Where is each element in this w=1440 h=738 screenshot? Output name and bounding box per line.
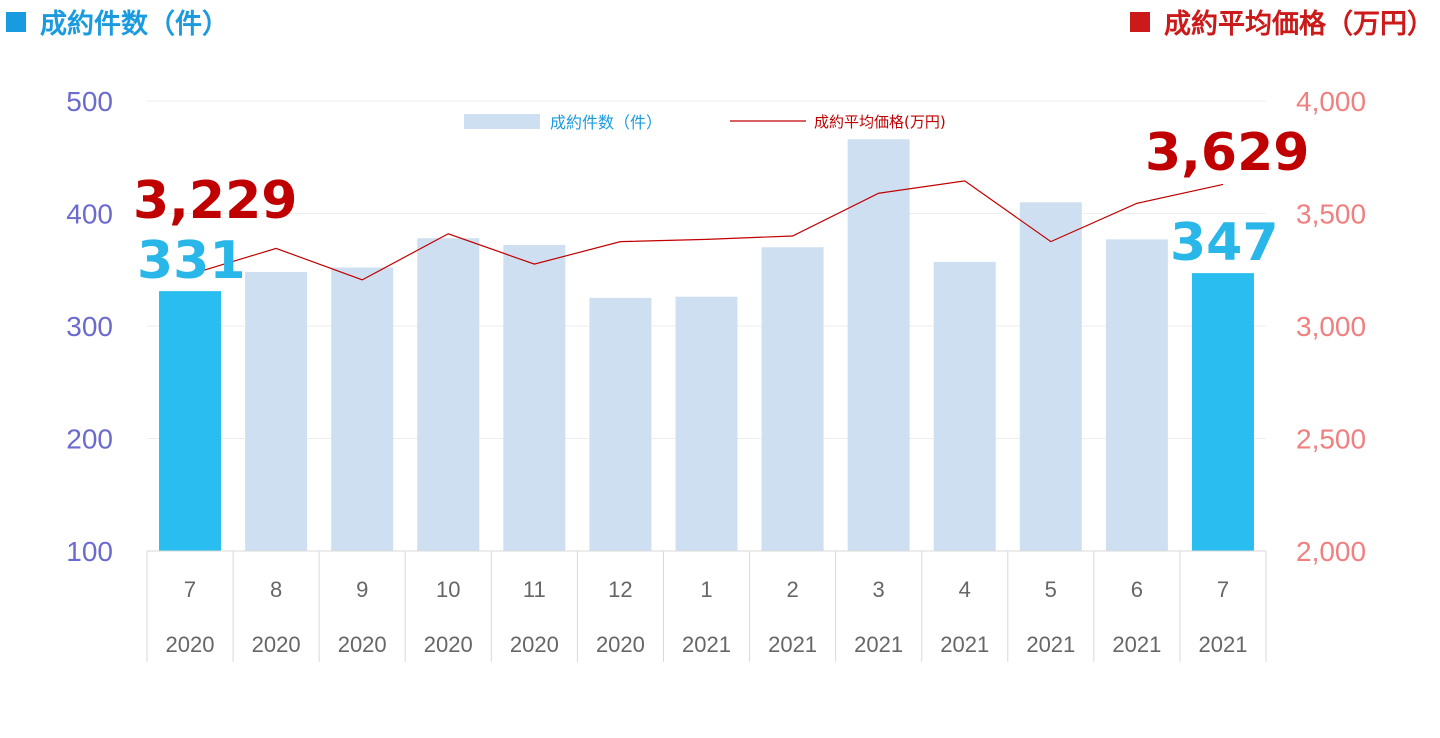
bar xyxy=(1105,239,1168,551)
year-label: 2020 xyxy=(252,632,301,657)
bar xyxy=(847,139,910,551)
month-label: 7 xyxy=(184,577,196,602)
bar xyxy=(761,247,824,551)
red-square-icon xyxy=(1130,12,1150,32)
start-price-label: 3,229 xyxy=(133,171,297,231)
month-label: 11 xyxy=(523,577,546,602)
month-label: 9 xyxy=(356,577,368,602)
x-axis-table: 7 2020 8 2020 9 2020 10 2020 11 2020 12 2020 1 2021 2 2… xyxy=(146,550,1267,662)
bar-series xyxy=(159,139,1254,551)
year-label: 2020 xyxy=(338,632,387,657)
right-tick-label: 2,500 xyxy=(1296,424,1366,455)
year-label: 2021 xyxy=(768,632,817,657)
bar xyxy=(417,238,480,551)
year-label: 2020 xyxy=(166,632,215,657)
start-count-label: 331 xyxy=(137,231,246,291)
year-label: 2020 xyxy=(596,632,645,657)
year-label: 2021 xyxy=(1026,632,1075,657)
bar xyxy=(159,291,222,551)
bar xyxy=(503,245,566,551)
left-axis-header: 成約件数（件） xyxy=(6,2,229,41)
year-label: 2020 xyxy=(510,632,559,657)
legend-line-label: 成約平均価格(万円) xyxy=(814,113,946,131)
left-tick-label: 200 xyxy=(66,424,113,455)
legend: 成約件数（件） 成約平均価格(万円) xyxy=(464,113,946,132)
year-label: 2021 xyxy=(940,632,989,657)
end-count-label: 347 xyxy=(1170,213,1279,273)
left-axis-header-text: 成約件数（件） xyxy=(40,9,229,40)
month-label: 3 xyxy=(873,577,885,602)
bar xyxy=(1019,202,1082,551)
bar xyxy=(1191,273,1254,551)
month-label: 12 xyxy=(608,577,632,602)
end-price-label: 3,629 xyxy=(1145,123,1309,183)
year-label: 2021 xyxy=(1112,632,1161,657)
annotations: 3,229 331 3,629 347 xyxy=(133,123,1309,291)
bar xyxy=(675,296,738,551)
year-label: 2021 xyxy=(854,632,903,657)
bar xyxy=(933,261,996,551)
right-tick-label: 2,000 xyxy=(1296,536,1366,567)
bar xyxy=(589,297,652,551)
month-label: 4 xyxy=(959,577,971,602)
legend-bar-swatch xyxy=(464,114,540,129)
price-line xyxy=(189,180,1224,281)
month-label: 5 xyxy=(1045,577,1057,602)
left-tick-label: 400 xyxy=(66,199,113,230)
year-label: 2021 xyxy=(682,632,731,657)
month-label: 10 xyxy=(436,577,460,602)
blue-square-icon xyxy=(6,12,26,32)
bar xyxy=(331,267,394,551)
year-label: 2021 xyxy=(1198,632,1247,657)
right-y-axis: 2,000 2,500 3,000 3,500 4,000 xyxy=(1296,86,1366,567)
right-axis-header: 成約平均価格（万円） xyxy=(1130,2,1434,41)
right-tick-label: 4,000 xyxy=(1296,86,1366,117)
right-tick-label: 3,000 xyxy=(1296,311,1366,342)
month-label: 8 xyxy=(270,577,282,602)
left-tick-label: 300 xyxy=(66,311,113,342)
month-label: 2 xyxy=(786,577,798,602)
right-axis-header-text: 成約平均価格（万円） xyxy=(1164,9,1434,40)
month-label: 7 xyxy=(1217,577,1229,602)
left-tick-label: 500 xyxy=(66,86,113,117)
legend-bar-label: 成約件数（件） xyxy=(550,113,662,132)
year-label: 2020 xyxy=(424,632,473,657)
bar xyxy=(245,272,308,551)
month-label: 1 xyxy=(700,577,712,602)
line-series xyxy=(189,180,1224,281)
month-label: 6 xyxy=(1131,577,1143,602)
left-tick-label: 100 xyxy=(66,536,113,567)
right-tick-label: 3,500 xyxy=(1296,199,1366,230)
left-y-axis: 100 200 300 400 500 xyxy=(66,86,113,567)
